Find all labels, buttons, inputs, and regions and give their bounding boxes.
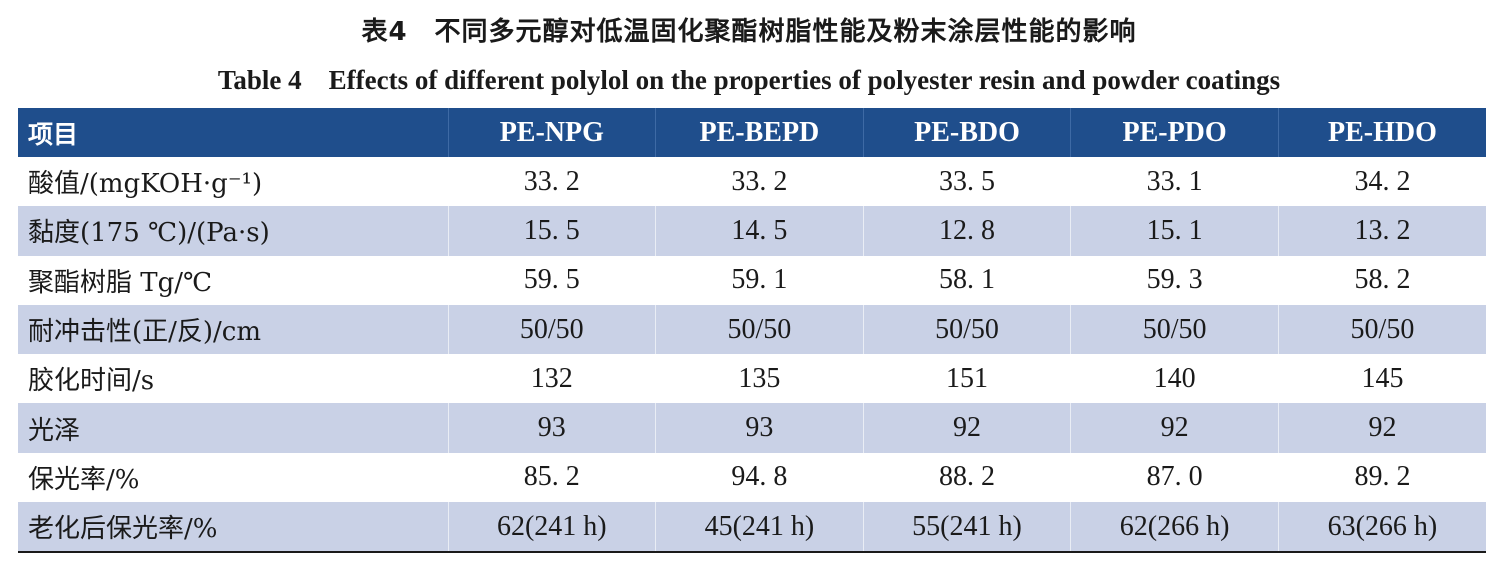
table-title-english: Table 4 Effects of different polylol on … — [217, 65, 1281, 95]
table-cell: 15. 5 — [447, 206, 656, 256]
row-label: 胶化时间/s — [18, 354, 448, 404]
table-cell: 50/50 — [447, 304, 656, 355]
row-label: 光泽 — [18, 403, 448, 453]
table-row: 老化后保光率/% 62(241 h) 45(241 h) 55(241 h) 6… — [18, 502, 1486, 554]
table-cell: 12. 8 — [862, 206, 1071, 256]
table-row: 耐冲击性(正/反)/cm 50/50 50/50 50/50 50/50 50/… — [18, 304, 1486, 355]
table-cell: 33. 2 — [447, 157, 656, 207]
table-cell: 50/50 — [862, 304, 1071, 355]
row-label: 黏度(175 ℃)/(Pa·s) — [18, 206, 448, 256]
table-cell: 135 — [655, 354, 864, 404]
table-cell: 62(266 h) — [1070, 502, 1279, 554]
table-cell: 58. 2 — [1277, 255, 1486, 305]
table-title-chinese: 表4 不同多元醇对低温固化聚酯树脂性能及粉末涂层性能的影响 — [361, 17, 1137, 47]
table-cell: 14. 5 — [655, 206, 864, 256]
table-row: 光泽 93 93 92 92 92 — [18, 403, 1486, 453]
row-label: 耐冲击性(正/反)/cm — [18, 304, 448, 355]
header-pe-bdo: PE-BDO — [862, 108, 1071, 157]
table-cell: 59. 3 — [1070, 255, 1279, 305]
header-pe-pdo: PE-PDO — [1070, 108, 1279, 157]
table-header-row: 项目 PE-NPG PE-BEPD PE-BDO PE-PDO PE-HDO — [18, 108, 1486, 157]
table-cell: 88. 2 — [862, 452, 1071, 503]
table-cell: 45(241 h) — [655, 502, 864, 554]
header-item: 项目 — [18, 108, 448, 157]
table-row: 保光率/% 85. 2 94. 8 88. 2 87. 0 89. 2 — [18, 452, 1486, 503]
table-cell: 85. 2 — [447, 452, 656, 503]
row-label: 保光率/% — [18, 452, 448, 503]
table-row: 聚酯树脂 Tg/℃ 59. 5 59. 1 58. 1 59. 3 58. 2 — [18, 255, 1486, 305]
header-pe-npg: PE-NPG — [447, 108, 656, 157]
table-cell: 151 — [862, 354, 1071, 404]
table-cell: 50/50 — [1070, 304, 1279, 355]
table-cell: 140 — [1070, 354, 1279, 404]
table-cell: 33. 2 — [655, 157, 864, 207]
table-cell: 92 — [862, 403, 1071, 453]
table-cell: 92 — [1277, 403, 1486, 453]
table-cell: 89. 2 — [1277, 452, 1486, 503]
table-cell: 50/50 — [1277, 304, 1486, 355]
table-cell: 33. 5 — [862, 157, 1071, 207]
table-cell: 145 — [1277, 354, 1486, 404]
row-label: 老化后保光率/% — [18, 502, 448, 554]
table-row: 黏度(175 ℃)/(Pa·s) 15. 5 14. 5 12. 8 15. 1… — [18, 206, 1486, 256]
table-cell: 94. 8 — [655, 452, 864, 503]
table-cell: 87. 0 — [1070, 452, 1279, 503]
header-pe-hdo: PE-HDO — [1277, 108, 1486, 157]
table-cell: 59. 5 — [447, 255, 656, 305]
table-cell: 93 — [655, 403, 864, 453]
row-label: 酸值/(mgKOH·g⁻¹) — [18, 157, 448, 207]
header-pe-bepd: PE-BEPD — [655, 108, 864, 157]
table-cell: 55(241 h) — [862, 502, 1071, 554]
table-cell: 59. 1 — [655, 255, 864, 305]
table-cell: 92 — [1070, 403, 1279, 453]
properties-table: 项目 PE-NPG PE-BEPD PE-BDO PE-PDO PE-HDO 酸… — [18, 108, 1486, 554]
table-row: 酸值/(mgKOH·g⁻¹) 33. 2 33. 2 33. 5 33. 1 3… — [18, 157, 1486, 207]
table-cell: 62(241 h) — [447, 502, 656, 554]
table-row: 胶化时间/s 132 135 151 140 145 — [18, 354, 1486, 404]
table-cell: 34. 2 — [1277, 157, 1486, 207]
table-cell: 33. 1 — [1070, 157, 1279, 207]
table-cell: 63(266 h) — [1277, 502, 1486, 554]
table-cell: 13. 2 — [1277, 206, 1486, 256]
table-cell: 93 — [447, 403, 656, 453]
row-label: 聚酯树脂 Tg/℃ — [18, 255, 448, 305]
table-cell: 132 — [447, 354, 656, 404]
table-cell: 50/50 — [655, 304, 864, 355]
table-cell: 58. 1 — [862, 255, 1071, 305]
table-cell: 15. 1 — [1070, 206, 1279, 256]
